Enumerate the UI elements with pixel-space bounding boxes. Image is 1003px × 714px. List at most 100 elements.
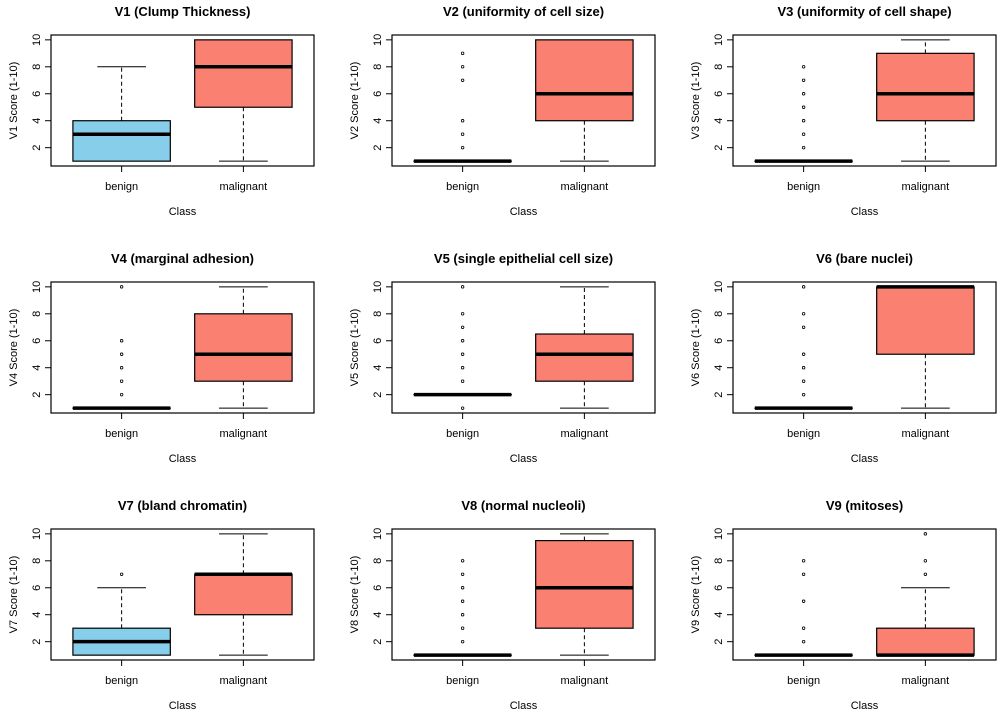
y-tick-label: 4 <box>372 118 384 124</box>
x-tick-label: malignant <box>902 428 950 440</box>
outlier-point <box>801 78 806 82</box>
outlier-point <box>801 119 806 123</box>
y-axis-label: V1 Score (1-10) <box>8 62 20 140</box>
y-axis-label: V5 Score (1-10) <box>349 309 361 387</box>
plot-frame <box>50 281 315 414</box>
y-tick-label: 6 <box>372 338 384 344</box>
y-tick-label: 2 <box>372 145 384 151</box>
y-tick-label: 4 <box>713 612 725 618</box>
x-axis-label: Class <box>851 206 879 218</box>
outlier-point <box>801 639 806 644</box>
panel-title: V6 (bare nuclei) <box>816 251 913 266</box>
y-tick-label: 8 <box>31 311 43 317</box>
outlier-point <box>460 613 465 617</box>
y-tick-label: 8 <box>372 64 384 70</box>
outlier-point <box>801 352 806 356</box>
y-tick-label: 6 <box>713 91 725 97</box>
plot-frame <box>732 528 997 661</box>
boxplot-panel-8: V8 (normal nucleoli) 2 4 6 8 10 V8 Score (1-10… <box>349 498 656 712</box>
outlier-point <box>460 145 465 150</box>
y-tick-label: 6 <box>713 585 725 591</box>
panel-title: V3 (uniformity of cell shape) <box>777 4 951 19</box>
x-tick-label: benign <box>787 675 820 687</box>
outlier-point <box>923 532 928 536</box>
box-body <box>535 539 634 629</box>
y-tick-label: 8 <box>713 558 725 564</box>
outlier-point <box>801 599 806 603</box>
x-tick-label: malignant <box>220 675 268 687</box>
outlier-point <box>460 626 465 630</box>
panel-title: V5 (single epithelial cell size) <box>434 251 613 266</box>
outlier-point <box>801 105 806 109</box>
outlier-point <box>801 92 806 96</box>
x-tick-label: malignant <box>902 181 950 193</box>
outlier-point <box>801 392 806 397</box>
outlier-point <box>460 119 465 123</box>
y-tick-label: 8 <box>372 558 384 564</box>
y-tick-label: 8 <box>713 311 725 317</box>
outlier-point <box>801 626 806 630</box>
box-body <box>194 39 293 108</box>
plot-frame <box>50 528 315 661</box>
x-axis-label: Class <box>851 453 879 465</box>
x-tick-label: benign <box>787 181 820 193</box>
y-tick-label: 4 <box>713 365 725 371</box>
x-tick-label: malignant <box>902 675 950 687</box>
x-tick-label: malignant <box>561 181 609 193</box>
y-axis-label: V9 Score (1-10) <box>690 556 702 634</box>
box-body <box>194 573 293 616</box>
box-benign: benign <box>72 285 171 440</box>
boxplot-panel-4: V4 (marginal adhesion) 2 4 6 8 10 V4 Score (1-… <box>8 251 315 465</box>
boxplot-panel-2: V2 (uniformity of cell size) 2 4 6 8 10 V2 Sco… <box>349 4 656 218</box>
panel-title: V9 (mitoses) <box>826 498 903 513</box>
plot-frame <box>391 528 656 661</box>
box-benign: benign <box>72 572 171 687</box>
outlier-point <box>119 379 124 383</box>
box-malignant: malignant <box>535 286 634 440</box>
outlier-point <box>119 572 124 576</box>
y-axis-label: V6 Score (1-10) <box>690 309 702 387</box>
outlier-point <box>460 639 465 644</box>
outlier-point <box>801 145 806 150</box>
y-tick-label: 10 <box>31 528 43 540</box>
boxplot-panel-3: V3 (uniformity of cell shape) 2 4 6 8 10 V3 Sc… <box>690 4 997 218</box>
outlier-point <box>460 312 465 316</box>
x-tick-label: benign <box>105 181 138 193</box>
y-tick-label: 10 <box>713 281 725 293</box>
y-tick-label: 10 <box>31 34 43 46</box>
box-malignant: malignant <box>876 532 975 687</box>
y-tick-label: 6 <box>31 338 43 344</box>
y-tick-label: 8 <box>31 558 43 564</box>
y-tick-label: 2 <box>713 145 725 151</box>
x-tick-label: benign <box>105 675 138 687</box>
outlier-point <box>801 132 806 136</box>
outlier-point <box>801 379 806 383</box>
boxplot-panel-6: V6 (bare nuclei) 2 4 6 8 10 V6 Score (1-10) Cla… <box>690 251 997 465</box>
outlier-point <box>460 406 465 410</box>
outlier-point <box>460 366 465 370</box>
box-malignant: malignant <box>194 39 293 193</box>
outlier-point <box>460 65 465 69</box>
outlier-point <box>801 572 806 576</box>
x-tick-label: malignant <box>220 181 268 193</box>
boxplot-panel-7: V7 (bland chromatin) 2 4 6 8 10 V7 Score (1-10… <box>8 498 315 712</box>
y-tick-label: 10 <box>713 34 725 46</box>
x-axis-label: Class <box>169 206 197 218</box>
box-malignant: malignant <box>876 39 975 193</box>
outlier-point <box>119 392 124 397</box>
outlier-point <box>460 379 465 383</box>
outlier-point <box>460 78 465 82</box>
y-tick-label: 4 <box>713 118 725 124</box>
y-tick-label: 2 <box>713 392 725 398</box>
box-benign: benign <box>72 66 171 193</box>
y-tick-label: 10 <box>372 281 384 293</box>
outlier-point <box>923 572 928 576</box>
box-body <box>876 286 975 355</box>
outlier-point <box>801 285 806 289</box>
panel-title: V2 (uniformity of cell size) <box>443 4 604 19</box>
x-tick-label: malignant <box>220 428 268 440</box>
y-tick-label: 2 <box>31 392 43 398</box>
box-malignant: malignant <box>194 533 293 687</box>
box-malignant: malignant <box>876 285 975 440</box>
box-benign: benign <box>413 559 512 687</box>
